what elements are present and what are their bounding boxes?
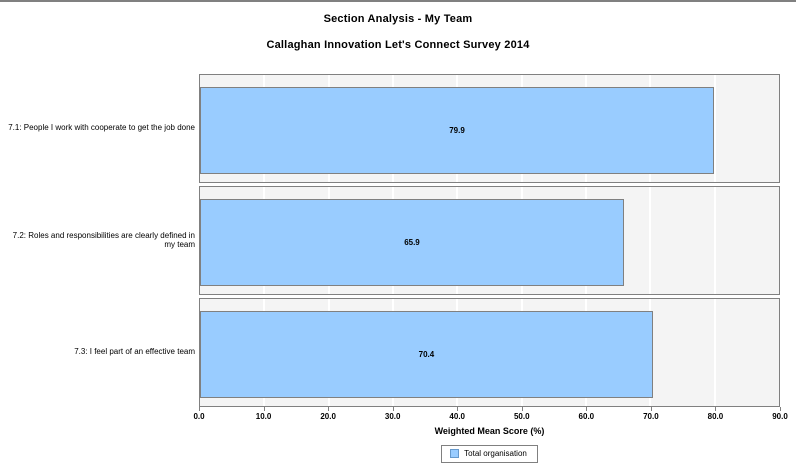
x-axis-title: Weighted Mean Score (%) <box>434 426 545 436</box>
x-axis-tick <box>586 407 588 411</box>
x-axis-tick-label: 60.0 <box>578 412 595 421</box>
plot-panel: 79.9 <box>199 74 780 183</box>
bar: 70.4 <box>200 311 653 398</box>
x-axis-tick-label: 40.0 <box>449 412 466 421</box>
x-axis-tick <box>650 407 652 411</box>
legend-container: Total organisation <box>199 445 780 463</box>
x-axis-tick-label: 30.0 <box>384 412 401 421</box>
x-axis-tick <box>263 407 265 411</box>
bar: 79.9 <box>200 87 715 174</box>
gridline <box>649 187 652 294</box>
x-axis-tick <box>457 407 459 411</box>
x-axis-tick <box>392 407 394 411</box>
plot-panel: 65.9 <box>199 186 780 295</box>
legend-marker-icon <box>450 449 460 458</box>
bar-value-label: 65.9 <box>404 238 420 247</box>
gridline <box>713 299 716 406</box>
bar-value-label: 79.9 <box>449 126 465 135</box>
chart-title: Section Analysis - My Team <box>323 13 473 25</box>
bar: 65.9 <box>200 199 624 286</box>
x-axis-tick <box>521 407 523 411</box>
gridline <box>713 187 716 294</box>
x-axis-tick <box>715 407 717 411</box>
x-axis-tick-labels: 0.0 10.0 20.0 30.0 40.0 50.0 60.0 70.0 80.0 90.0 <box>193 412 787 422</box>
chart-subtitle: Callaghan Innovation Let's Connect Surve… <box>266 39 530 51</box>
x-axis-tick-label: 90.0 <box>772 412 788 421</box>
x-axis-tick-label: 80.0 <box>707 412 724 421</box>
bar-chart: 7.1: People I work with cooperate to get… <box>0 74 796 410</box>
bar-row: 7.3: I feel part of an effective team 70… <box>0 298 796 407</box>
legend: Total organisation <box>441 445 538 463</box>
bar-value-label: 70.4 <box>418 350 435 359</box>
x-axis-tick <box>780 407 781 411</box>
category-label: 7.1: People I work with cooperate to get… <box>8 123 195 133</box>
category-label: 7.2: Roles and responsibilities are clea… <box>12 230 195 249</box>
category-label: 7.3: I feel part of an effective team <box>74 347 195 357</box>
bar-row: 7.2: Roles and responsibilities are clea… <box>0 186 796 295</box>
x-axis-tick-label: 20.0 <box>320 412 336 421</box>
x-axis-tick <box>328 407 330 411</box>
plot-panel: 70.4 <box>199 298 780 407</box>
x-axis-tick-label: 0.0 <box>193 412 205 421</box>
gridline <box>713 75 716 182</box>
bar-row: 7.1: People I work with cooperate to get… <box>0 74 796 183</box>
x-axis-tick-label: 70.0 <box>643 412 659 421</box>
x-axis-tick-label: 10.0 <box>255 412 272 421</box>
x-axis-tick <box>199 407 200 411</box>
x-axis-tick-label: 50.0 <box>513 412 530 421</box>
legend-label: Total organisation <box>464 449 527 458</box>
x-axis-ticks <box>199 407 781 411</box>
